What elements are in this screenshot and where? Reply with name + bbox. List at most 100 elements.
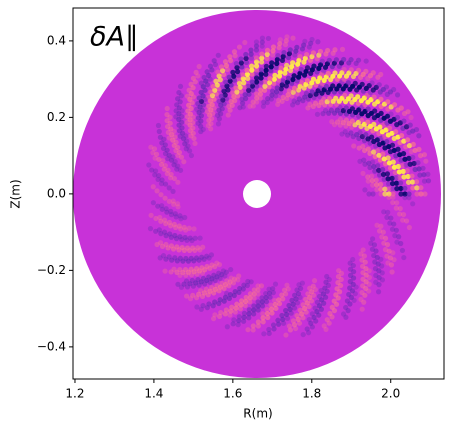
field-pattern [308,320,314,326]
field-pattern [285,92,291,98]
field-pattern [298,67,304,73]
field-pattern [337,289,343,295]
field-pattern [340,311,347,317]
field-pattern [296,282,302,288]
field-pattern [321,323,327,329]
field-pattern [220,84,226,90]
field-pattern [216,98,222,105]
field-pattern [390,250,396,256]
field-pattern [215,69,221,75]
field-pattern [179,236,185,243]
field-pattern [259,43,265,49]
field-pattern [253,71,260,77]
field-pattern [357,158,363,164]
field-pattern [386,181,392,187]
field-pattern [386,248,392,254]
field-pattern [398,157,404,163]
field-pattern [379,234,385,240]
field-pattern [328,107,334,113]
field-pattern [350,281,356,287]
field-pattern [378,135,384,141]
field-pattern [345,80,352,86]
field-pattern [227,107,233,113]
field-pattern [238,298,245,304]
field-pattern [277,41,283,47]
field-pattern [385,99,391,105]
field-pattern [312,286,318,293]
field-pattern [181,281,187,287]
field-pattern [268,306,275,312]
field-pattern [183,146,189,152]
field-pattern [266,286,272,292]
field-pattern [247,291,253,297]
field-pattern [291,85,298,92]
field-pattern [344,298,350,304]
field-pattern [226,74,232,80]
field-pattern [374,254,380,261]
field-pattern [381,176,387,182]
field-pattern [378,191,384,197]
field-pattern [184,114,191,120]
field-pattern [380,86,386,93]
field-pattern [171,266,177,272]
field-pattern [400,168,406,174]
field-pattern [217,275,223,281]
field-pattern [184,237,190,243]
field-pattern [336,83,342,89]
field-pattern [396,169,402,175]
center-hole [243,180,271,208]
field-pattern [304,78,311,84]
field-pattern [236,76,242,83]
field-pattern [281,287,288,293]
field-pattern [390,159,396,165]
field-pattern [353,70,359,77]
field-pattern [344,132,351,138]
field-pattern [259,295,265,301]
field-pattern [425,178,432,184]
field-pattern [305,330,312,336]
field-pattern [196,95,202,101]
field-pattern [186,247,193,254]
field-pattern [159,203,165,209]
field-pattern [206,94,212,101]
field-pattern [236,273,242,279]
field-pattern [216,313,223,320]
field-pattern [231,49,238,55]
field-pattern [208,252,215,258]
field-pattern [425,171,431,177]
field-pattern [224,324,230,330]
field-pattern [291,73,297,79]
field-pattern [376,282,382,288]
field-pattern [192,235,198,241]
field-pattern [158,161,165,168]
field-pattern [157,134,163,140]
field-pattern [168,157,175,163]
field-pattern [365,106,371,112]
field-pattern [152,155,158,161]
field-pattern [249,63,255,69]
field-pattern [146,162,152,168]
field-pattern [162,217,168,223]
field-pattern [372,108,378,114]
field-pattern [206,117,212,123]
field-pattern [286,323,293,329]
field-pattern [255,291,261,297]
field-pattern [173,108,179,114]
field-pattern [203,78,209,84]
field-pattern [211,290,217,296]
field-pattern [333,95,339,101]
field-pattern [148,212,154,218]
field-pattern [179,244,185,251]
field-pattern [348,67,354,73]
field-pattern [222,311,228,317]
field-pattern [165,156,171,162]
field-pattern [267,294,273,300]
field-pattern [390,194,396,200]
plot-area [73,10,441,378]
field-pattern [176,111,182,117]
field-pattern [390,199,396,206]
field-pattern [268,64,274,70]
field-pattern [170,154,176,160]
field-pattern [196,109,202,116]
field-pattern [208,126,214,132]
